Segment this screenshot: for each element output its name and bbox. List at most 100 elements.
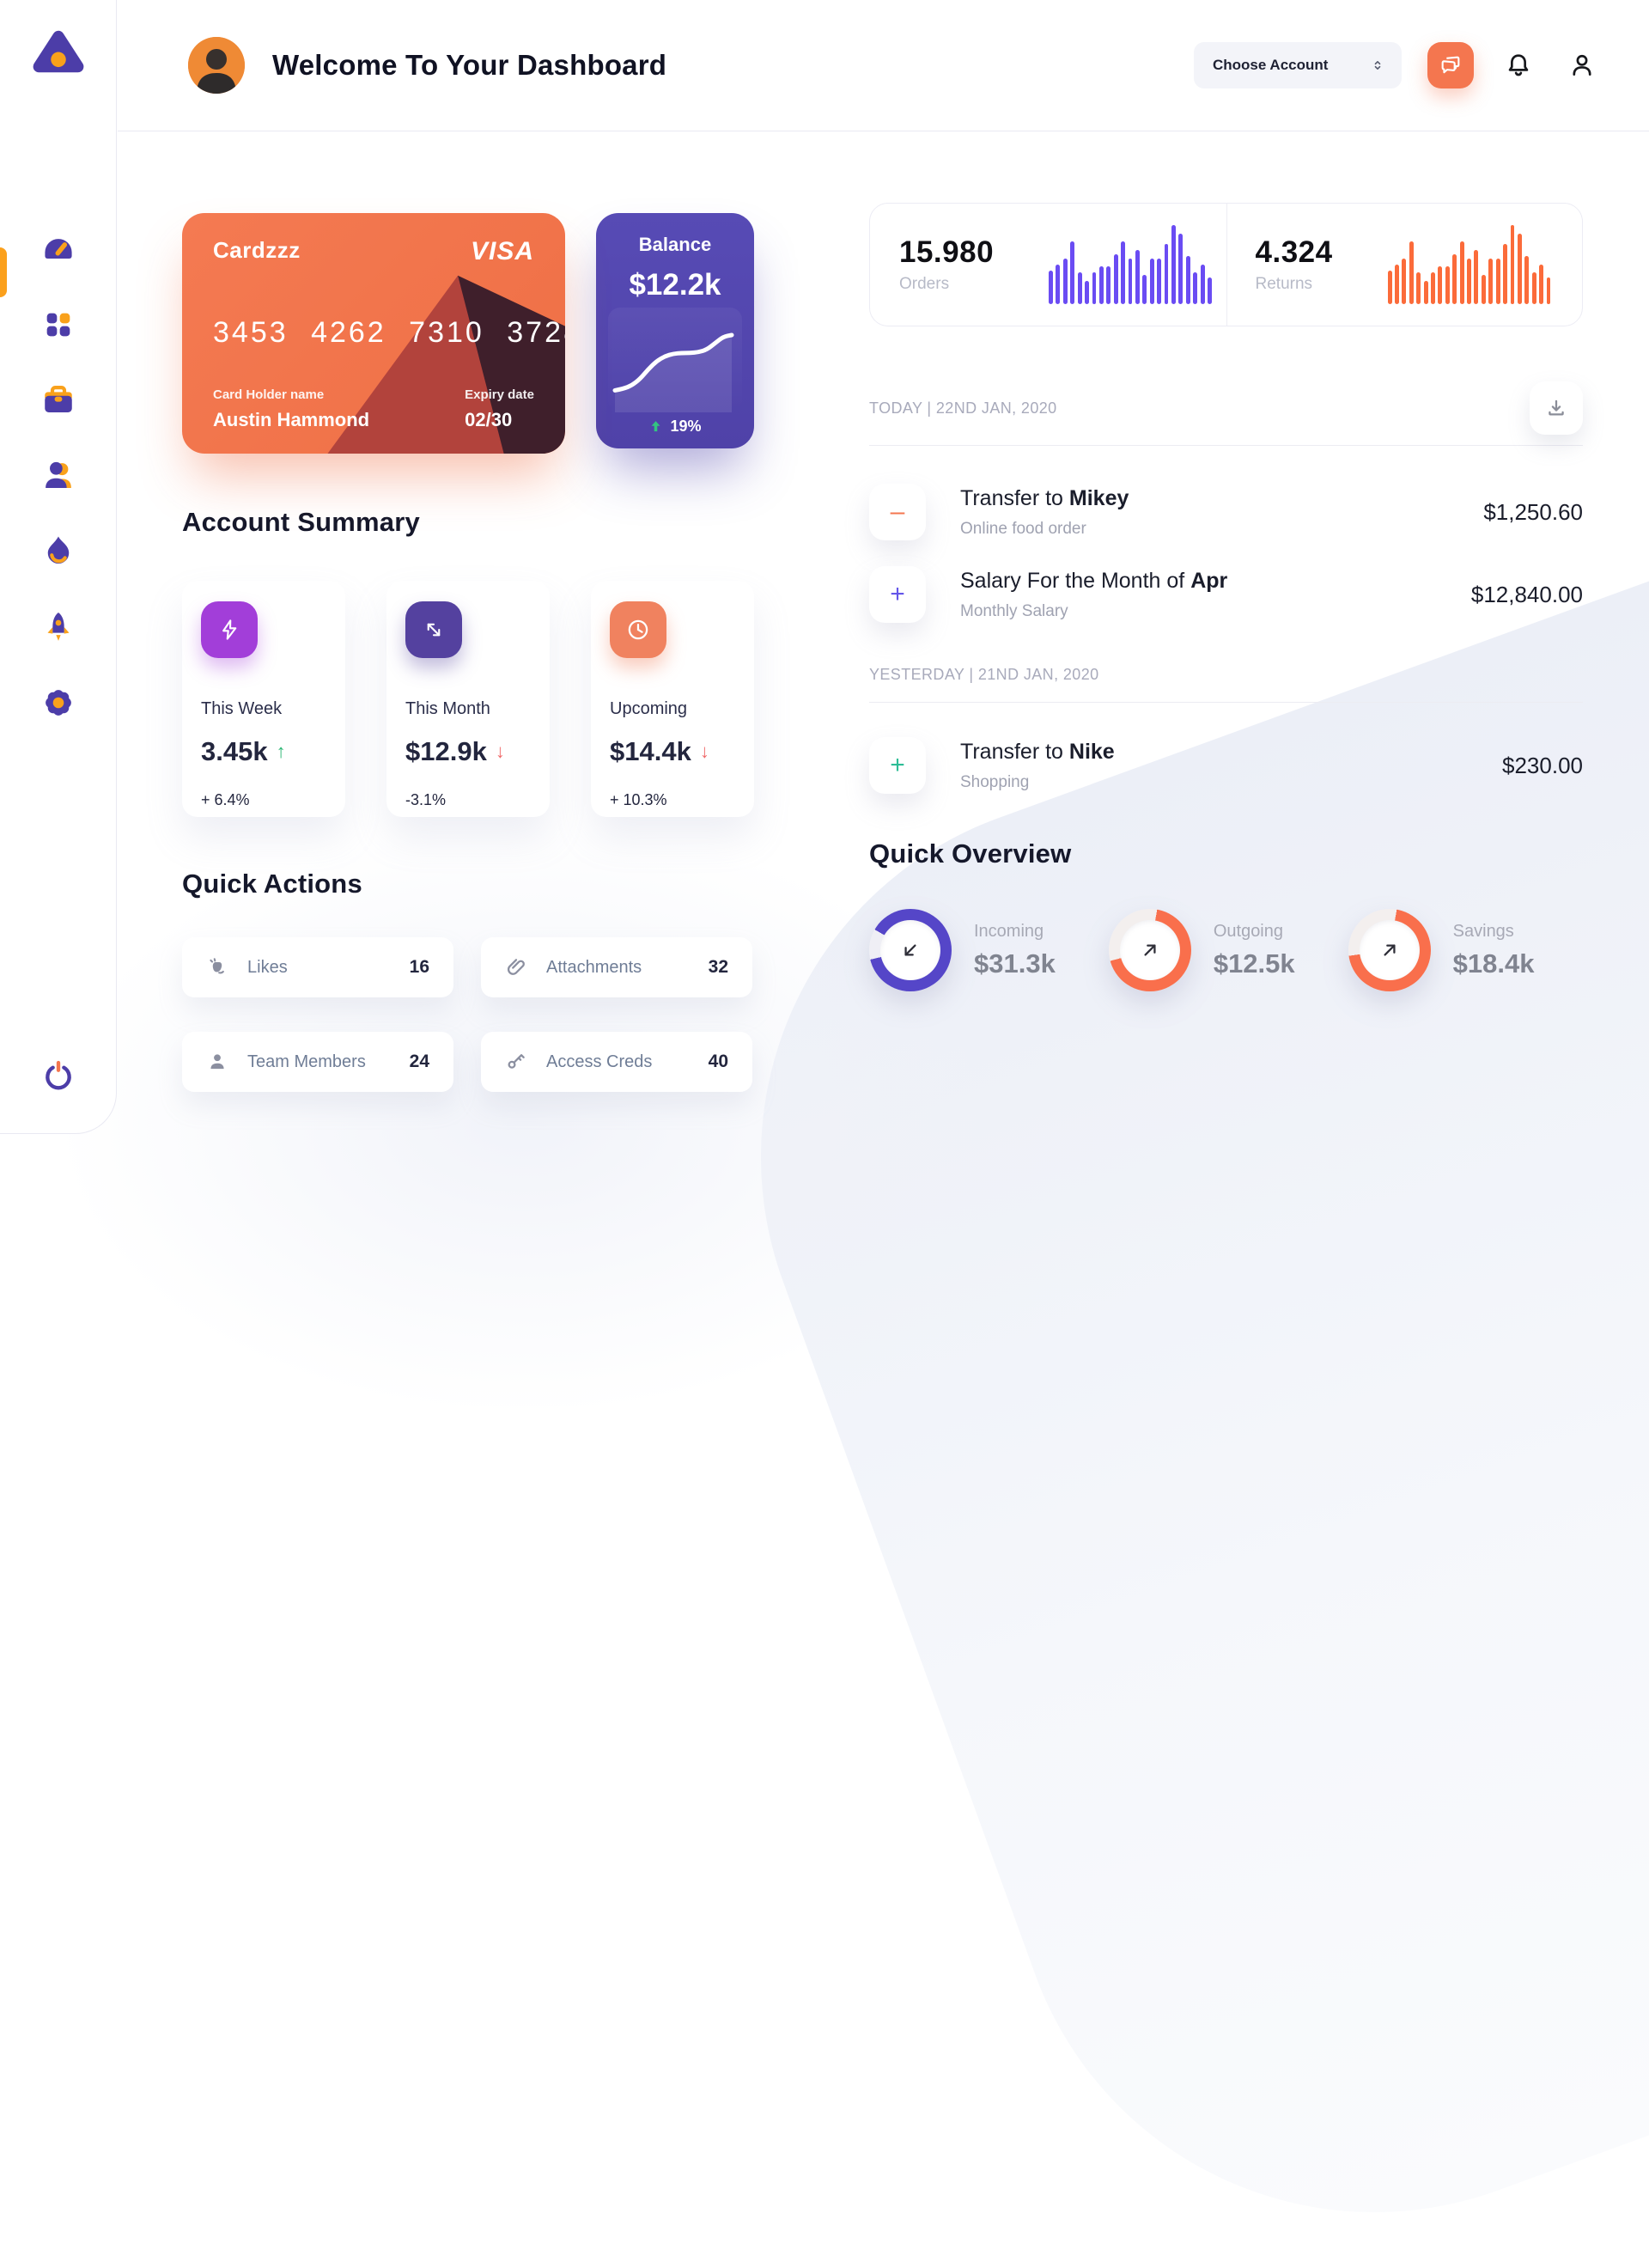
account-select[interactable]: Choose Account bbox=[1194, 42, 1402, 88]
stats-divider bbox=[1226, 204, 1227, 326]
debit-minus-icon: – bbox=[869, 484, 926, 540]
chat-button[interactable] bbox=[1427, 42, 1474, 88]
quick-action-access-creds[interactable]: Access Creds 40 bbox=[481, 1032, 752, 1092]
tx-title-bold: Mikey bbox=[1068, 485, 1129, 510]
user-icon bbox=[1573, 54, 1591, 76]
select-stepper-icon bbox=[1374, 61, 1381, 70]
tx-subtitle: Online food order bbox=[960, 519, 1086, 538]
rocket-icon bbox=[41, 610, 76, 649]
quick-action-team-members[interactable]: Team Members 24 bbox=[182, 1032, 453, 1092]
sidebar bbox=[0, 0, 117, 1134]
overview-value: $12.5k bbox=[1213, 948, 1295, 979]
balance-value: $12.2k bbox=[629, 268, 721, 302]
quick-actions-grid: Likes 16 Attachments 32 Team Members 24 bbox=[182, 937, 763, 1092]
quick-action-count: 16 bbox=[409, 957, 429, 977]
users-icon bbox=[40, 458, 76, 498]
expiry-date: 02/30 bbox=[465, 409, 513, 430]
credit-card-art bbox=[182, 213, 565, 454]
summary-value: 3.45k bbox=[201, 736, 268, 766]
sidebar-item-apps[interactable] bbox=[38, 306, 79, 347]
sidebar-item-users[interactable] bbox=[38, 457, 79, 498]
overview-label: Incoming bbox=[974, 921, 1044, 941]
orders-stat: 15.980 Orders bbox=[870, 204, 1226, 326]
power-icon bbox=[41, 1059, 76, 1098]
incoming-progress-ring bbox=[869, 909, 952, 991]
tx-title: Salary For the Month of bbox=[960, 568, 1191, 593]
trend-up-arrow: ↑ bbox=[276, 741, 286, 762]
expiry-label: Expiry date bbox=[465, 387, 534, 402]
transaction-row-nike[interactable]: + Transfer to Nike Shopping $230.00 bbox=[869, 737, 1583, 794]
briefcase-icon bbox=[40, 382, 76, 423]
paperclip-icon bbox=[507, 959, 525, 975]
summary-change: + 6.4% bbox=[201, 791, 250, 808]
yesterday-header: YESTERDAY | 21ND JAN, 2020 bbox=[869, 664, 1583, 685]
quick-action-count: 24 bbox=[409, 1052, 429, 1071]
summary-cards: This Week 3.45k ↑ + 6.4% This Month $12.… bbox=[182, 581, 763, 817]
summary-card-this-week[interactable]: This Week 3.45k ↑ + 6.4% bbox=[182, 581, 345, 817]
quick-action-label: Attachments bbox=[546, 957, 642, 977]
up-arrow-icon bbox=[652, 421, 660, 432]
quick-overview-title: Quick Overview bbox=[869, 838, 1072, 869]
credit-plus-icon: + bbox=[869, 566, 926, 623]
tx-amount: $12,840.00 bbox=[1470, 581, 1583, 607]
quick-action-label: Likes bbox=[247, 957, 288, 977]
transaction-row-mikey[interactable]: – Transfer to Mikey Online food order $1… bbox=[869, 484, 1583, 540]
overview-label: Savings bbox=[1452, 921, 1514, 941]
summary-value: $12.9k bbox=[405, 736, 487, 766]
arrow-up-right-icon bbox=[1384, 944, 1396, 956]
orders-value: 15.980 bbox=[899, 235, 995, 269]
logout-power-button[interactable] bbox=[38, 1058, 79, 1099]
app-logo-icon bbox=[30, 22, 87, 79]
flame-icon bbox=[40, 533, 76, 574]
tx-amount: $1,250.60 bbox=[1483, 498, 1583, 525]
sidebar-item-launch[interactable] bbox=[38, 608, 79, 649]
quick-action-attachments[interactable]: Attachments 32 bbox=[481, 937, 752, 997]
trend-down-arrow: ↓ bbox=[495, 741, 505, 762]
tx-title: Transfer to bbox=[960, 485, 1069, 510]
summary-label: This Week bbox=[201, 699, 283, 718]
notifications-button[interactable] bbox=[1500, 46, 1537, 84]
sidebar-item-work[interactable] bbox=[38, 381, 79, 423]
today-header: TODAY | 22ND JAN, 2020 bbox=[869, 381, 1583, 435]
avatar[interactable] bbox=[188, 37, 245, 94]
dashboard-gauge-icon bbox=[40, 230, 77, 272]
overview-value: $18.4k bbox=[1452, 948, 1535, 979]
lightning-icon bbox=[201, 601, 258, 658]
summary-value: $14.4k bbox=[610, 736, 691, 766]
apps-grid-icon bbox=[41, 308, 76, 346]
transaction-row-salary[interactable]: + Salary For the Month of Apr Monthly Sa… bbox=[869, 566, 1583, 623]
divider bbox=[869, 702, 1583, 703]
tx-amount: $230.00 bbox=[1502, 752, 1583, 778]
trend-down-arrow: ↓ bbox=[699, 741, 709, 762]
returns-bar-chart bbox=[1387, 225, 1551, 304]
tx-title: Transfer to bbox=[960, 739, 1069, 764]
header-actions: Choose Account bbox=[1194, 42, 1601, 88]
clap-icon bbox=[210, 958, 224, 974]
card-holder-name: Austin Hammond bbox=[213, 409, 370, 430]
card-holder-label: Card Holder name bbox=[213, 387, 325, 402]
download-button[interactable] bbox=[1530, 381, 1583, 435]
sidebar-item-settings[interactable] bbox=[38, 684, 79, 725]
orders-returns-stats: 15.980 Orders 4.324 Returns bbox=[869, 203, 1583, 326]
orders-label: Orders bbox=[899, 275, 950, 293]
credit-card[interactable]: Cardzzz VISA 3453 4262 7310 3728 Card Ho… bbox=[182, 213, 565, 454]
tx-subtitle: Shopping bbox=[960, 772, 1030, 791]
sidebar-item-dashboard[interactable] bbox=[38, 230, 79, 271]
overview-outgoing: Outgoing $12.5k bbox=[1108, 909, 1295, 991]
cards-row: Cardzzz VISA 3453 4262 7310 3728 Card Ho… bbox=[182, 213, 763, 454]
returns-value: 4.324 bbox=[1255, 235, 1333, 269]
summary-card-upcoming[interactable]: Upcoming $14.4k ↓ + 10.3% bbox=[591, 581, 754, 817]
profile-button[interactable] bbox=[1563, 46, 1601, 84]
sidebar-item-trending[interactable] bbox=[38, 533, 79, 574]
arrow-up-right-icon bbox=[1144, 944, 1156, 956]
visa-logo: VISA bbox=[470, 237, 534, 265]
balance-card[interactable]: Balance $12.2k 19% bbox=[596, 213, 754, 448]
clock-icon bbox=[610, 601, 666, 658]
returns-label: Returns bbox=[1255, 275, 1313, 293]
quick-action-likes[interactable]: Likes 16 bbox=[182, 937, 453, 997]
bell-icon bbox=[1508, 54, 1529, 76]
summary-card-this-month[interactable]: This Month $12.9k ↓ -3.1% bbox=[386, 581, 550, 817]
returns-stat: 4.324 Returns bbox=[1226, 204, 1583, 326]
left-column: Cardzzz VISA 3453 4262 7310 3728 Card Ho… bbox=[182, 213, 763, 1092]
outgoing-progress-ring bbox=[1108, 909, 1191, 991]
